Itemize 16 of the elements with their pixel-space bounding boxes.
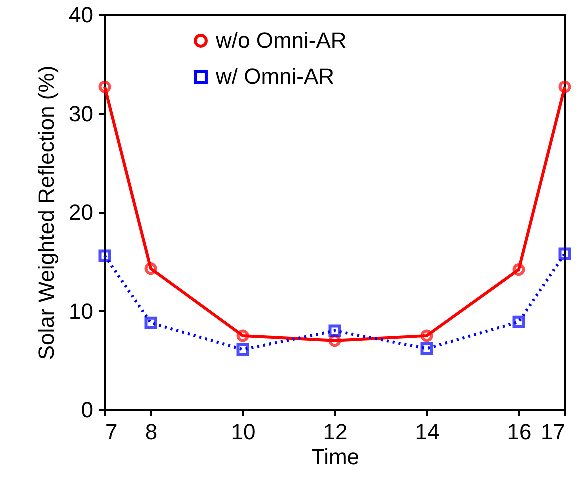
x-tick-label: 12 — [323, 420, 348, 444]
x-tick-label: 16 — [507, 420, 532, 444]
x-tick-label: 10 — [231, 420, 256, 444]
x-axis-title: Time — [311, 444, 360, 470]
y-tick-label: 0 — [81, 398, 94, 422]
legend-label: w/o Omni-AR — [215, 28, 347, 53]
x-tick-label: 7 — [106, 420, 118, 444]
legend-label: w/ Omni-AR — [215, 64, 335, 89]
y-tick-label: 20 — [69, 200, 94, 225]
x-tick-label: 8 — [145, 420, 158, 444]
y-axis-title: Solar Weighted Reflection (%) — [34, 66, 60, 360]
y-tick-label: 10 — [69, 298, 94, 324]
y-tick-label: 40 — [69, 2, 94, 28]
x-tick-label: 14 — [415, 420, 440, 444]
y-tick-label: 30 — [69, 101, 94, 126]
x-tick-label: 17 — [541, 420, 566, 444]
